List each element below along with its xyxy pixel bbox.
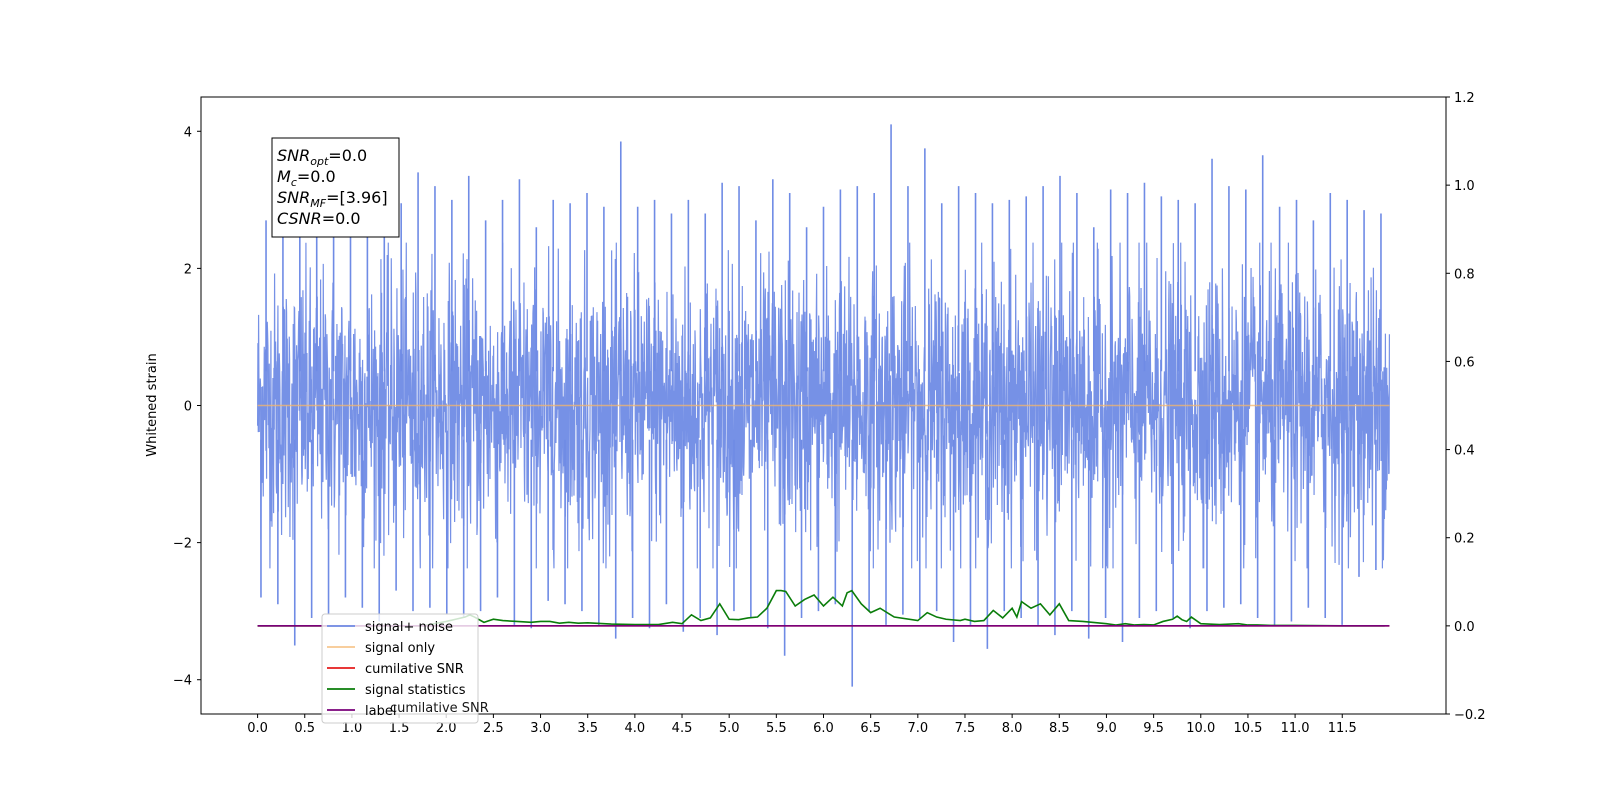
x-tick-label: 0.0 — [247, 721, 268, 736]
y-tick-label: −4 — [173, 674, 192, 689]
y2-tick-label: 0.8 — [1454, 267, 1475, 282]
x-tick-label: 5.0 — [719, 721, 740, 736]
x-tick-label: 1.0 — [342, 721, 363, 736]
annotation-frame — [271, 137, 400, 238]
y-tick-label: 0 — [184, 400, 192, 415]
x-tick-label: 11.0 — [1281, 721, 1310, 736]
legend-label: label — [365, 704, 396, 719]
legend-label: signal only — [365, 641, 435, 656]
x-tick-label: 1.5 — [389, 721, 410, 736]
x-tick-label: 11.5 — [1328, 721, 1357, 736]
annotation-subscript: MF — [310, 197, 326, 210]
x-tick-label: 3.0 — [530, 721, 551, 736]
annotation-subscript: c — [291, 176, 297, 189]
y2-tick-label: 0.4 — [1454, 444, 1475, 459]
annotation-line: CSNR=0.0 — [277, 209, 361, 228]
legend: cumilative SNR signal+ noise signal only cu… — [321, 613, 489, 724]
x-tick-label: 8.0 — [1002, 721, 1023, 736]
x-tick-label: 6.0 — [813, 721, 834, 736]
y2-tick-label: 0.0 — [1454, 620, 1475, 635]
annotation-value: =0.0 — [328, 146, 367, 165]
annotation-symbol: CSNR — [277, 209, 322, 228]
x-tick-label: 10.5 — [1233, 721, 1262, 736]
annotation-line: SNRopt=0.0 — [277, 146, 367, 168]
y2-tick-label: 1.2 — [1454, 91, 1475, 106]
annotation-value: =0.0 — [322, 209, 361, 228]
legend-label: signal statistics — [365, 683, 466, 698]
y-tick-label: 4 — [184, 125, 192, 140]
x-tick-label: 6.5 — [860, 721, 881, 736]
annotation-subscript: opt — [310, 155, 329, 168]
x-tick-label: 0.5 — [294, 721, 315, 736]
x-tick-label: 2.0 — [436, 721, 457, 736]
x-tick-label: 7.5 — [955, 721, 976, 736]
y-axis-label: Whitened strain — [145, 353, 160, 456]
series-signal-statistics — [257, 589, 1385, 627]
annotation-symbol: SNR — [277, 146, 310, 165]
y2-tick-label: 1.0 — [1454, 179, 1475, 194]
x-tick-label: 7.0 — [907, 721, 928, 736]
legend-frame — [321, 613, 479, 724]
annotation-symbol: SNR — [277, 188, 310, 207]
x-tick-label: 9.5 — [1143, 721, 1164, 736]
noise-spikes — [260, 124, 1382, 687]
x-tick-label: 3.5 — [577, 721, 598, 736]
annotation-value: =[3.96] — [326, 188, 388, 207]
legend-label: signal+ noise — [365, 620, 453, 635]
x-tick-label: 5.5 — [766, 721, 787, 736]
legend-overlap-text: cumilative SNR — [390, 701, 489, 716]
x-tick-label: 10.0 — [1186, 721, 1215, 736]
x-tick-label: 4.5 — [672, 721, 693, 736]
annotation-value: =0.0 — [297, 167, 336, 186]
y-tick-label: −2 — [173, 537, 192, 552]
y2-tick-label: 0.6 — [1454, 355, 1475, 370]
annotation-line: Mc=0.0 — [277, 167, 336, 189]
annotation-symbol: M — [277, 167, 291, 186]
legend-label: cumilative SNR — [365, 662, 464, 677]
x-tick-label: 4.0 — [625, 721, 646, 736]
annotation-line: SNRMF=[3.96] — [277, 188, 388, 210]
plot-area — [256, 124, 1391, 687]
x-tick-label: 9.0 — [1096, 721, 1117, 736]
x-tick-label: 2.5 — [483, 721, 504, 736]
x-tick-label: 8.5 — [1049, 721, 1070, 736]
plot-inner — [256, 124, 1391, 687]
series-signal-plus-noise — [256, 242, 1391, 569]
axes: 0.0 0.5 1.0 1.5 2.0 2.5 3.0 3.5 4.0 4.5 5.0 5.5 6.0 6… — [173, 91, 1486, 736]
y2-tick-label: 0.2 — [1454, 532, 1475, 547]
y2-tick-label: −0.2 — [1454, 708, 1486, 723]
y-tick-label: 2 — [184, 262, 192, 277]
